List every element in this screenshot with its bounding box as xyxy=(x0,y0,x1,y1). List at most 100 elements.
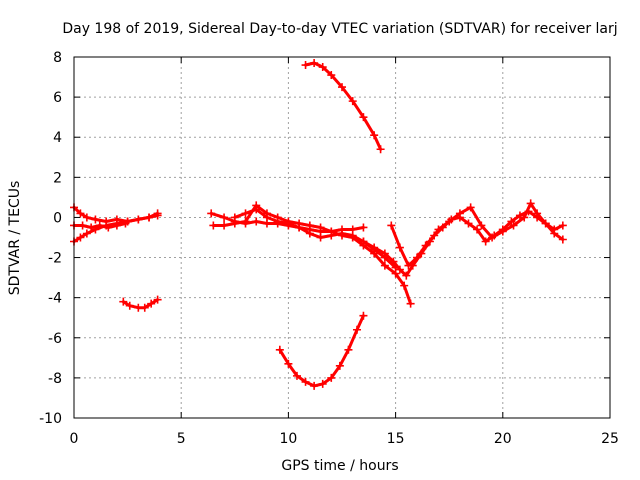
data-series xyxy=(70,59,567,390)
data-point xyxy=(76,233,85,242)
data-point xyxy=(82,229,91,238)
series-line xyxy=(233,207,398,270)
data-point xyxy=(421,241,430,250)
x-tick-label: 10 xyxy=(279,431,297,447)
axis-ticks: 0 5 10 15 20 25 -10 -8 -6 -4 -2 0 2 4 6 8 xyxy=(39,50,619,447)
data-point xyxy=(316,233,325,242)
series-arc-a1 xyxy=(70,203,162,226)
data-point xyxy=(353,325,362,334)
data-point xyxy=(327,231,336,240)
data-point xyxy=(327,71,336,80)
data-point xyxy=(438,223,447,232)
data-point xyxy=(370,131,379,140)
data-point xyxy=(455,213,464,222)
data-point xyxy=(87,223,96,232)
data-point xyxy=(466,203,475,212)
series-line xyxy=(72,213,160,243)
data-point xyxy=(359,237,368,246)
data-point xyxy=(310,381,319,390)
data-point xyxy=(447,215,456,224)
data-point xyxy=(284,219,293,228)
data-point xyxy=(464,219,473,228)
series-arc-d xyxy=(275,311,368,390)
data-point xyxy=(338,83,346,92)
data-point xyxy=(400,281,409,290)
data-point xyxy=(262,213,271,222)
data-point xyxy=(344,345,353,354)
y-tick-label: -8 xyxy=(48,371,62,387)
data-point xyxy=(481,237,490,246)
data-point xyxy=(348,97,357,106)
data-point xyxy=(78,221,87,230)
data-point xyxy=(327,373,336,382)
data-point xyxy=(524,207,533,216)
y-tick-label: 4 xyxy=(53,130,62,146)
y-tick-label: -2 xyxy=(48,251,62,267)
x-tick-label: 0 xyxy=(70,431,79,447)
series-arc-g xyxy=(387,207,567,270)
data-point xyxy=(273,217,282,226)
data-point xyxy=(220,221,229,230)
data-point xyxy=(252,205,261,214)
y-tick-label: 2 xyxy=(53,170,62,186)
data-point xyxy=(541,219,550,228)
data-point xyxy=(389,257,398,266)
data-point xyxy=(413,253,422,262)
data-point xyxy=(473,225,482,234)
data-point xyxy=(275,345,284,354)
data-point xyxy=(395,265,404,274)
data-point xyxy=(305,221,314,230)
data-point xyxy=(498,225,507,234)
data-point xyxy=(119,297,128,306)
series-line xyxy=(278,314,365,388)
chart-title: Day 198 of 2019, Sidereal Day-to-day VTE… xyxy=(62,21,617,37)
data-point xyxy=(220,213,229,222)
data-point xyxy=(112,221,121,230)
data-point xyxy=(380,261,389,270)
data-point xyxy=(359,311,368,320)
data-point xyxy=(82,213,91,222)
series-line xyxy=(304,61,383,151)
data-point xyxy=(284,359,293,368)
data-point xyxy=(104,223,113,232)
data-point xyxy=(207,209,216,218)
series-arc-f xyxy=(348,199,567,280)
data-point xyxy=(316,223,325,232)
data-point xyxy=(209,221,218,230)
x-tick-label: 20 xyxy=(494,431,512,447)
data-point xyxy=(402,271,411,280)
y-axis-label: SDTVAR / TECUs xyxy=(7,181,23,296)
data-point xyxy=(359,113,368,122)
data-point xyxy=(310,59,319,68)
data-point xyxy=(292,371,301,380)
data-point xyxy=(387,221,396,230)
data-point xyxy=(558,221,567,230)
data-point xyxy=(370,243,379,252)
data-point xyxy=(91,215,100,224)
data-point xyxy=(359,223,368,232)
data-point xyxy=(140,303,149,312)
data-point xyxy=(404,261,413,270)
data-point xyxy=(241,217,250,226)
y-tick-label: -4 xyxy=(48,291,62,307)
data-point xyxy=(509,221,518,230)
data-point xyxy=(490,231,499,240)
data-point xyxy=(305,229,314,238)
series-arc-e3 xyxy=(230,205,400,272)
x-tick-label: 25 xyxy=(601,431,619,447)
data-point xyxy=(76,209,85,218)
data-point xyxy=(526,199,535,208)
data-point xyxy=(252,217,261,226)
y-tick-label: 8 xyxy=(53,50,62,66)
data-point xyxy=(301,377,310,386)
data-point xyxy=(507,217,516,226)
series-arc-c xyxy=(301,59,385,154)
data-point xyxy=(153,295,162,304)
data-point xyxy=(376,145,385,154)
data-point xyxy=(125,301,134,310)
series-arc-b xyxy=(119,295,162,312)
data-point xyxy=(318,379,327,388)
data-point xyxy=(406,299,415,308)
data-point xyxy=(241,209,250,218)
